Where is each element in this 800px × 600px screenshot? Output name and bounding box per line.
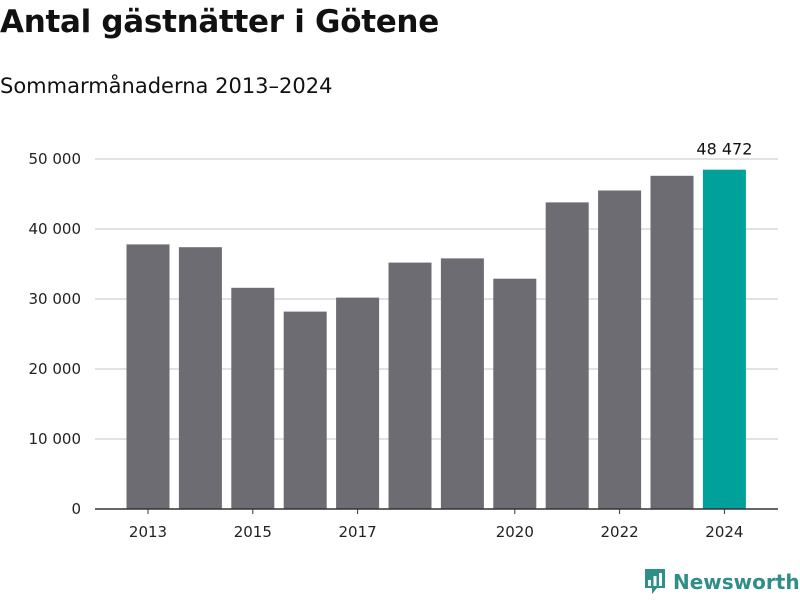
- y-tick-label: 30 000: [29, 290, 82, 308]
- x-tick-label: 2020: [496, 523, 534, 541]
- newsworthy-logo: Newsworthy: [643, 568, 800, 596]
- chart-subtitle: Sommarmånaderna 2013–2024: [0, 74, 333, 98]
- x-tick-label: 2024: [705, 523, 743, 541]
- bar: [493, 278, 537, 509]
- bar-chart-logo-icon: [645, 569, 665, 594]
- x-tick-label: 2022: [601, 523, 639, 541]
- x-tick-label: 2017: [339, 523, 377, 541]
- y-tick-label: 50 000: [29, 150, 82, 168]
- bar: [126, 244, 170, 509]
- bar: [440, 258, 484, 509]
- bars: [126, 169, 746, 510]
- x-axis-ticks: 2013 2015 2017 2020 2022 2024: [95, 508, 778, 541]
- y-tick-label: 40 000: [29, 220, 82, 238]
- value-label: 48 472: [696, 140, 752, 159]
- bar: [283, 311, 327, 509]
- data-labels: 48 472: [696, 140, 752, 159]
- y-tick-label: 20 000: [29, 360, 82, 378]
- bar: [336, 297, 380, 509]
- bar: [388, 262, 432, 509]
- bar: [178, 247, 222, 509]
- bar: [650, 175, 694, 510]
- x-tick-label: 2015: [234, 523, 272, 541]
- y-tick-label: 10 000: [29, 430, 82, 448]
- y-axis-ticks: 0 10 000 20 000 30 000 40 000 50 000: [29, 150, 82, 518]
- chart-title: Antal gästnätter i Götene: [0, 4, 439, 40]
- logo-text: Newsworthy: [673, 570, 800, 594]
- bar: [545, 202, 589, 509]
- bar: [231, 287, 275, 509]
- bar-highlight: [702, 169, 746, 510]
- y-tick-label: 0: [71, 500, 81, 518]
- x-tick-label: 2013: [129, 523, 167, 541]
- bar: [598, 190, 642, 509]
